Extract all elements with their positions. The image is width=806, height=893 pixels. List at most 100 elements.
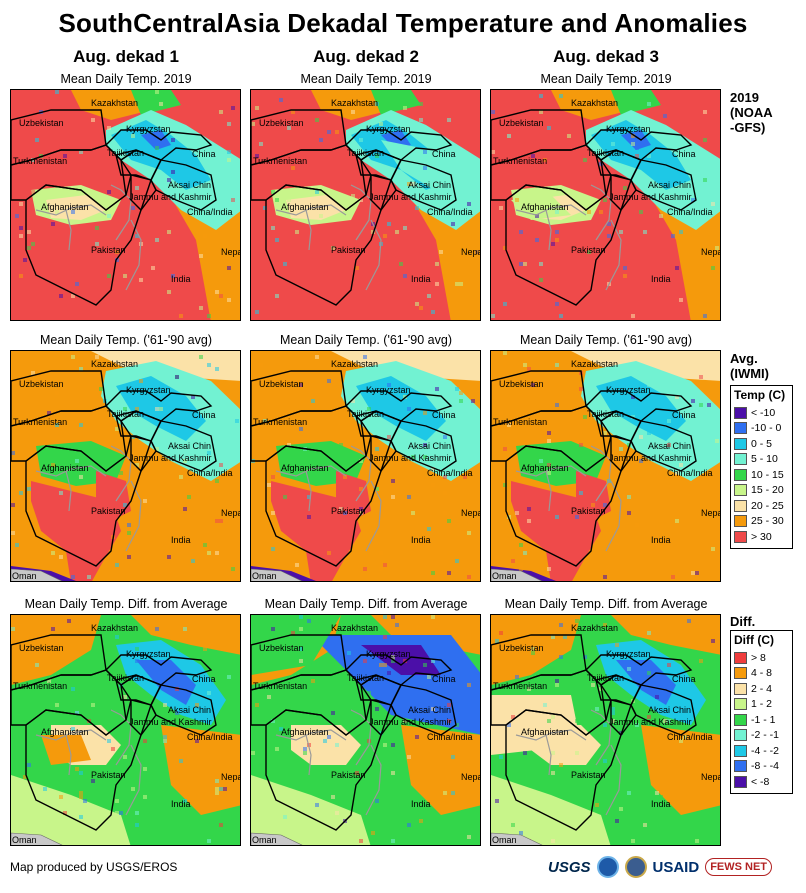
map-pixel	[555, 403, 559, 407]
map-pixel	[467, 531, 471, 535]
map-pixel	[607, 234, 611, 238]
map-pixel	[387, 435, 391, 439]
map-pixel	[283, 719, 287, 723]
diff-legend-swatch	[734, 713, 747, 726]
map-pixel	[319, 138, 323, 142]
river-line	[545, 734, 552, 776]
map-pixel	[551, 839, 555, 843]
temp-legend: Temp (C) < -10 -10 - 0 0 - 5 5 - 10 10 - 15 1…	[730, 385, 793, 549]
map-label: Afghanistan	[521, 727, 569, 737]
map-label: Jammu and Kashmir	[129, 717, 212, 727]
map-pixel	[155, 447, 159, 451]
map-pixel	[419, 306, 423, 310]
map-label: Afghanistan	[41, 463, 89, 473]
map-pixel	[155, 238, 159, 242]
map-label: China	[672, 149, 696, 159]
map-label: Pakistan	[91, 245, 126, 255]
diff-legend-label: < -8	[751, 775, 770, 788]
map-pixel	[207, 839, 211, 843]
map-pixel	[343, 511, 347, 515]
map-pixel	[663, 719, 667, 723]
map-label: Kyrgyzstan	[606, 124, 651, 134]
map-pixel	[19, 234, 23, 238]
map-pixel	[211, 387, 215, 391]
map-pixel	[499, 206, 503, 210]
map-label: Aksai Chin	[408, 705, 451, 715]
map-pixel	[283, 495, 287, 499]
map-pixel	[411, 511, 415, 515]
temp-legend-label: > 30	[751, 530, 772, 543]
map-pixel	[383, 663, 387, 667]
map-label: Aksai Chin	[408, 180, 451, 190]
map-pixel	[375, 102, 379, 106]
map-label: Uzbekistan	[19, 643, 64, 653]
map-pixel	[711, 547, 715, 551]
map-label: Aksai Chin	[648, 705, 691, 715]
temp-legend-item: 15 - 20	[734, 483, 789, 499]
diff-legend-swatch	[734, 682, 747, 695]
map-label: Turkmenistan	[253, 156, 307, 166]
map-pixel	[555, 679, 559, 683]
map-pixel	[535, 214, 539, 218]
map-pixel	[375, 447, 379, 451]
map-pixel	[395, 623, 399, 627]
row-label-line: -GFS)	[730, 120, 766, 135]
map-label: Aksai Chin	[408, 441, 451, 451]
map-pixel	[79, 475, 83, 479]
map-pixel	[299, 659, 303, 663]
map-svg: Kazakhstan Uzbekistan Kyrgyzstan Tajikistan…	[11, 90, 240, 320]
map-pixel	[179, 707, 183, 711]
river-line	[125, 744, 142, 816]
map-pixel	[367, 407, 371, 411]
map-label: China	[192, 674, 216, 684]
map-pixel	[47, 679, 51, 683]
map-svg: Oman Kazakhstan Uzbekistan Kyrgyzstan Tajiki…	[251, 351, 480, 581]
map-pixel	[259, 363, 263, 367]
country-border	[130, 174, 157, 212]
map-label: China/India	[427, 732, 473, 742]
map-pixel	[355, 266, 359, 270]
map-pixel	[587, 250, 591, 254]
diff-legend-swatch	[734, 775, 747, 788]
map-label: Turkmenistan	[253, 417, 307, 427]
map-pixel	[379, 122, 383, 126]
map-pixel	[695, 571, 699, 575]
map-pixel	[67, 619, 71, 623]
map-pixel	[303, 747, 307, 751]
map-pixel	[387, 222, 391, 226]
map-pixel	[647, 154, 651, 158]
map-pixel	[715, 439, 719, 443]
temp-legend-swatch	[734, 422, 747, 435]
diff-legend-label: > 8	[751, 651, 766, 664]
map-pixel	[447, 703, 451, 707]
map-label: Aksai Chin	[648, 441, 691, 451]
map-pixel	[235, 419, 239, 423]
diff-legend-item: -4 - -2	[734, 743, 789, 759]
map-pixel	[631, 142, 635, 146]
map-pixel	[543, 703, 547, 707]
oman-region	[251, 568, 303, 581]
map-pixel	[71, 355, 75, 359]
map-pixel	[523, 751, 527, 755]
map-label: Afghanistan	[41, 727, 89, 737]
map-pixel	[171, 138, 175, 142]
map-pixel	[679, 463, 683, 467]
map-region	[491, 695, 581, 755]
map-pixel	[299, 383, 303, 387]
map-pixel	[175, 375, 179, 379]
column-header-dekad-2: Aug. dekad 2	[313, 47, 419, 66]
map-pixel	[307, 515, 311, 519]
map-pixel	[79, 423, 83, 427]
map-pixel	[327, 551, 331, 555]
country-border	[630, 159, 697, 211]
map-label: Nepal	[221, 247, 240, 257]
temp-legend-label: -10 - 0	[751, 422, 782, 435]
map-pixel	[259, 763, 263, 767]
map-label: Uzbekistan	[19, 118, 64, 128]
map-pixel	[355, 222, 359, 226]
map-pixel	[91, 118, 95, 122]
map-pixel	[263, 270, 267, 274]
river-line	[275, 204, 347, 216]
row-label-line: Avg.	[730, 351, 758, 366]
diff-legend-label: 2 - 4	[751, 682, 773, 695]
